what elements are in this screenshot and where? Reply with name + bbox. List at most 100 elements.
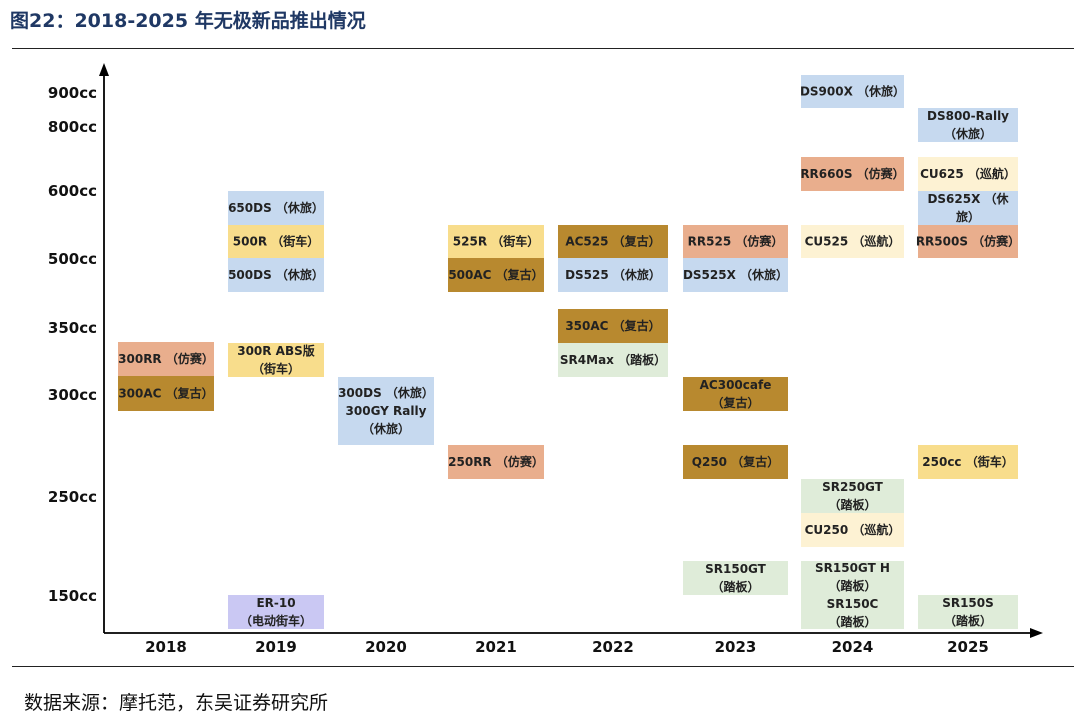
model-label: （踏板） — [828, 614, 876, 629]
model-box-fill — [683, 258, 788, 292]
model-box-fill — [558, 225, 668, 258]
y-tick-label: 300cc — [48, 386, 97, 404]
y-tick-label: 900cc — [48, 84, 97, 102]
y-tick-label: 150cc — [48, 587, 97, 605]
model-box-fill — [683, 377, 788, 411]
model-box: DS525X （休旅） — [683, 258, 788, 292]
model-label: 500R （街车） — [233, 234, 319, 249]
model-box: 500DS （休旅） — [228, 258, 324, 292]
model-box: 350AC （复古） — [558, 309, 668, 343]
x-tick-label: 2019 — [255, 638, 297, 656]
model-label: 500AC （复古） — [448, 267, 543, 282]
model-box-fill — [918, 595, 1018, 629]
model-box: AC525 （复古） — [558, 225, 668, 258]
model-box-fill — [118, 376, 214, 411]
model-box-fill — [448, 258, 544, 292]
model-box-fill — [918, 445, 1018, 479]
page-title: 图22：2018-2025 年无极新品推出情况 — [10, 10, 366, 32]
y-tick-label: 500cc — [48, 250, 97, 268]
model-label: （复古） — [711, 395, 759, 410]
model-box-fill — [228, 343, 324, 377]
x-tick-label: 2020 — [365, 638, 407, 656]
model-label: 300RR （仿赛） — [118, 351, 214, 366]
model-label: DS900X （休旅） — [800, 84, 905, 99]
model-box-fill — [683, 561, 788, 595]
model-box: DS525 （休旅） — [558, 258, 668, 292]
model-label: 350AC （复古） — [565, 318, 660, 333]
model-box-fill — [918, 157, 1018, 191]
model-box-fill — [558, 309, 668, 343]
model-label: （电动街车） — [240, 613, 312, 628]
top-rule — [12, 48, 1074, 49]
model-box-fill — [801, 479, 904, 513]
model-label: （街车） — [252, 361, 300, 376]
model-box: RR660S （仿赛） — [800, 157, 905, 191]
model-box: DS625X （休旅） — [918, 191, 1018, 225]
model-label: SR150GT — [705, 562, 767, 576]
model-box: 250cc （街车） — [918, 445, 1018, 479]
model-box-fill — [338, 377, 434, 445]
model-box-fill — [683, 225, 788, 258]
y-tick-label: 350cc — [48, 319, 97, 337]
bottom-rule — [12, 666, 1074, 667]
model-box: SR250GT （踏板） — [801, 479, 904, 513]
model-label: 525R （街车） — [453, 234, 539, 249]
model-box: 500R （街车） — [228, 225, 324, 258]
model-label: 250RR （仿赛） — [448, 454, 544, 469]
model-label: 250cc （街车） — [922, 454, 1013, 469]
model-box: 500AC （复古） — [448, 258, 544, 292]
source-note: 数据来源：摩托范，东吴证券研究所 — [24, 692, 329, 714]
model-label: （踏板） — [828, 578, 876, 593]
model-box: SR150GT H （踏板） SR150C （踏板） — [801, 561, 904, 629]
model-box: 300DS （休旅） 300GY Rally （休旅） — [338, 377, 434, 445]
model-box: ER-10 （电动街车） — [228, 595, 324, 629]
model-label: （踏板） — [828, 497, 876, 512]
x-tick-label: 2023 — [715, 638, 757, 656]
model-box-fill — [683, 445, 788, 479]
model-box: 300RR （仿赛） — [118, 342, 214, 376]
model-label: 300R ABS版 — [237, 343, 315, 358]
axis-labels: 900cc 800cc 600cc 500cc 350cc 300cc 250cc 150cc… — [48, 84, 989, 656]
model-label: SR150S — [942, 596, 994, 610]
model-label: SR150C — [827, 597, 879, 611]
x-tick-label: 2021 — [475, 638, 517, 656]
y-axis-arrow — [99, 63, 109, 76]
model-label: （休旅） — [362, 421, 410, 436]
model-box: AC300cafe （复古） — [683, 377, 788, 411]
model-label: RR500S （仿赛） — [916, 234, 1020, 249]
model-box-fill — [801, 513, 904, 547]
model-box-fill — [918, 108, 1018, 142]
model-box-fill — [228, 191, 324, 225]
model-box-fill — [448, 225, 544, 258]
model-box: CU250 （巡航） — [801, 513, 904, 547]
axes — [99, 63, 1043, 638]
model-box: CU525 （巡航） — [801, 225, 904, 258]
model-box-fill — [228, 258, 324, 292]
model-box-fill — [228, 595, 324, 629]
model-box-fill — [558, 343, 668, 377]
model-box: 650DS （休旅） — [228, 191, 324, 225]
model-label: （踏板） — [711, 579, 759, 594]
model-box: SR4Max （踏板） — [558, 343, 668, 377]
x-axis-arrow — [1030, 628, 1043, 638]
model-box: RR500S （仿赛） — [916, 225, 1020, 258]
model-box: CU625 （巡航） — [918, 157, 1018, 191]
model-box: SR150GT （踏板） — [683, 561, 788, 595]
model-box: SR150S （踏板） — [918, 595, 1018, 629]
x-tick-label: 2022 — [592, 638, 634, 656]
x-tick-label: 2018 — [145, 638, 187, 656]
model-box: 300AC （复古） — [118, 376, 214, 411]
model-box: DS900X （休旅） — [800, 75, 905, 108]
model-box-fill — [448, 445, 544, 479]
model-label: DS625X （休 — [927, 191, 1009, 206]
model-box-fill — [918, 225, 1018, 258]
model-box: RR525 （仿赛） — [683, 225, 788, 258]
model-label: RR660S （仿赛） — [800, 166, 904, 181]
model-label: DS525 （休旅） — [565, 267, 661, 282]
model-box-fill — [558, 258, 668, 292]
model-box-fill — [228, 225, 324, 258]
model-label: DS800-Rally — [927, 109, 1009, 123]
model-label: 300AC （复古） — [118, 386, 213, 401]
model-label: AC525 （复古） — [565, 234, 660, 249]
